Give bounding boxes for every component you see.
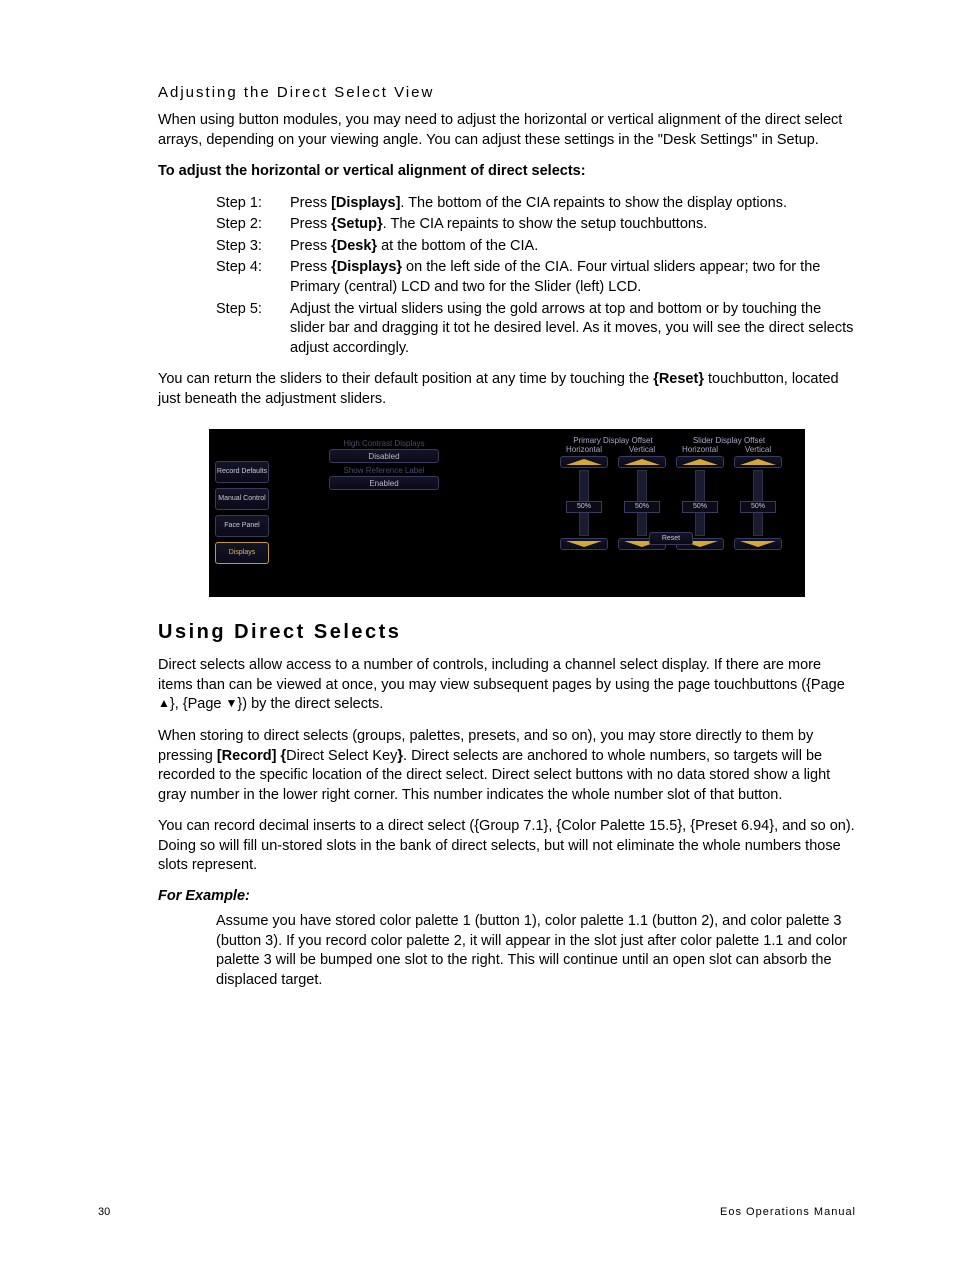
column-label: Vertical bbox=[617, 445, 667, 455]
figure-sliders: Primary Display OffsetHorizontal50%Verti… bbox=[555, 436, 787, 551]
slider-up-button[interactable] bbox=[618, 456, 666, 468]
step-row: Step 2:Press {Setup}. The CIA repaints t… bbox=[216, 215, 856, 235]
slider-track[interactable]: 50% bbox=[753, 470, 763, 536]
step-row: Step 1:Press [Displays]. The bottom of t… bbox=[216, 194, 856, 214]
sidebar-tab[interactable]: Manual Control bbox=[215, 488, 269, 510]
step-label: Step 5: bbox=[216, 300, 290, 359]
down-triangle-icon: ▼ bbox=[226, 695, 238, 711]
heading-adjusting: Adjusting the Direct Select View bbox=[158, 84, 856, 101]
slider-up-button[interactable] bbox=[560, 456, 608, 468]
para-ds2: When storing to direct selects (groups, … bbox=[158, 727, 856, 805]
arrow-down-icon bbox=[566, 541, 602, 547]
slider-track[interactable]: 50% bbox=[579, 470, 589, 536]
step-label: Step 2: bbox=[216, 215, 290, 235]
heading-using: Using Direct Selects bbox=[158, 621, 856, 644]
arrow-up-icon bbox=[740, 459, 776, 465]
text: }) by the direct selects. bbox=[237, 696, 383, 712]
text: Direct Select Key bbox=[286, 748, 397, 764]
slider-down-button[interactable] bbox=[560, 538, 608, 550]
slider-track[interactable]: 50% bbox=[637, 470, 647, 536]
step-row: Step 4:Press {Displays} on the left side… bbox=[216, 258, 856, 297]
setting-label: Show Reference Label bbox=[329, 466, 439, 475]
text: [Record] { bbox=[217, 748, 286, 764]
para-ds1: Direct selects allow access to a number … bbox=[158, 656, 856, 715]
slider-up-button[interactable] bbox=[734, 456, 782, 468]
group-title: Slider Display Offset bbox=[671, 436, 787, 445]
slider-column: Vertical 50% bbox=[733, 445, 783, 551]
text: Direct selects allow access to a number … bbox=[158, 657, 845, 693]
setting-button[interactable]: Enabled bbox=[329, 476, 439, 490]
reset-ref: {Reset} bbox=[653, 371, 704, 387]
slider-value: 50% bbox=[682, 501, 718, 513]
column-label: Horizontal bbox=[559, 445, 609, 455]
slider-value: 50% bbox=[566, 501, 602, 513]
arrow-up-icon bbox=[624, 459, 660, 465]
text: You can return the sliders to their defa… bbox=[158, 371, 653, 387]
column-label: Horizontal bbox=[675, 445, 725, 455]
para-reset: You can return the sliders to their defa… bbox=[158, 370, 856, 409]
text: }, {Page bbox=[170, 696, 226, 712]
para-intro: When using button modules, you may need … bbox=[158, 111, 856, 150]
steps-list: Step 1:Press [Displays]. The bottom of t… bbox=[158, 194, 856, 359]
group-title: Primary Display Offset bbox=[555, 436, 671, 445]
step-body: Press {Displays} on the left side of the… bbox=[290, 258, 856, 297]
page-footer: 30 Eos Operations Manual bbox=[98, 1206, 856, 1218]
setup-screenshot: Record Defaults Manual Control Face Panel D… bbox=[209, 429, 805, 597]
step-body: Press [Displays]. The bottom of the CIA … bbox=[290, 194, 856, 214]
step-body: Adjust the virtual sliders using the gol… bbox=[290, 300, 856, 359]
arrow-up-icon bbox=[682, 459, 718, 465]
slider-track[interactable]: 50% bbox=[695, 470, 705, 536]
para-to-adjust: To adjust the horizontal or vertical ali… bbox=[158, 162, 856, 182]
manual-title: Eos Operations Manual bbox=[720, 1206, 856, 1218]
step-body: Press {Desk} at the bottom of the CIA. bbox=[290, 237, 856, 257]
figure-settings: High Contrast DisplaysDisabled Show Refer… bbox=[329, 439, 439, 493]
step-label: Step 1: bbox=[216, 194, 290, 214]
slider-value: 50% bbox=[624, 501, 660, 513]
setting-button[interactable]: Disabled bbox=[329, 449, 439, 463]
arrow-up-icon bbox=[566, 459, 602, 465]
step-row: Step 3:Press {Desk} at the bottom of the… bbox=[216, 237, 856, 257]
sidebar-tab[interactable]: Face Panel bbox=[215, 515, 269, 537]
slider-column: Horizontal 50% bbox=[559, 445, 609, 551]
sidebar-tab[interactable]: Displays bbox=[215, 542, 269, 564]
step-label: Step 3: bbox=[216, 237, 290, 257]
step-label: Step 4: bbox=[216, 258, 290, 297]
example-body: Assume you have stored color palette 1 (… bbox=[216, 912, 856, 990]
sidebar-tab[interactable]: Record Defaults bbox=[215, 461, 269, 483]
step-body: Press {Setup}. The CIA repaints to show … bbox=[290, 215, 856, 235]
slider-value: 50% bbox=[740, 501, 776, 513]
column-label: Vertical bbox=[733, 445, 783, 455]
example-heading: For Example: bbox=[158, 888, 856, 904]
step-row: Step 5:Adjust the virtual sliders using … bbox=[216, 300, 856, 359]
slider-up-button[interactable] bbox=[676, 456, 724, 468]
slider-down-button[interactable] bbox=[734, 538, 782, 550]
reset-button[interactable]: Reset bbox=[649, 532, 693, 545]
figure-sidebar: Record Defaults Manual Control Face Panel D… bbox=[215, 461, 271, 569]
setting-label: High Contrast Displays bbox=[329, 439, 439, 448]
page-number: 30 bbox=[98, 1206, 110, 1218]
up-triangle-icon: ▲ bbox=[158, 695, 170, 711]
arrow-down-icon bbox=[740, 541, 776, 547]
para-ds3: You can record decimal inserts to a dire… bbox=[158, 817, 856, 876]
